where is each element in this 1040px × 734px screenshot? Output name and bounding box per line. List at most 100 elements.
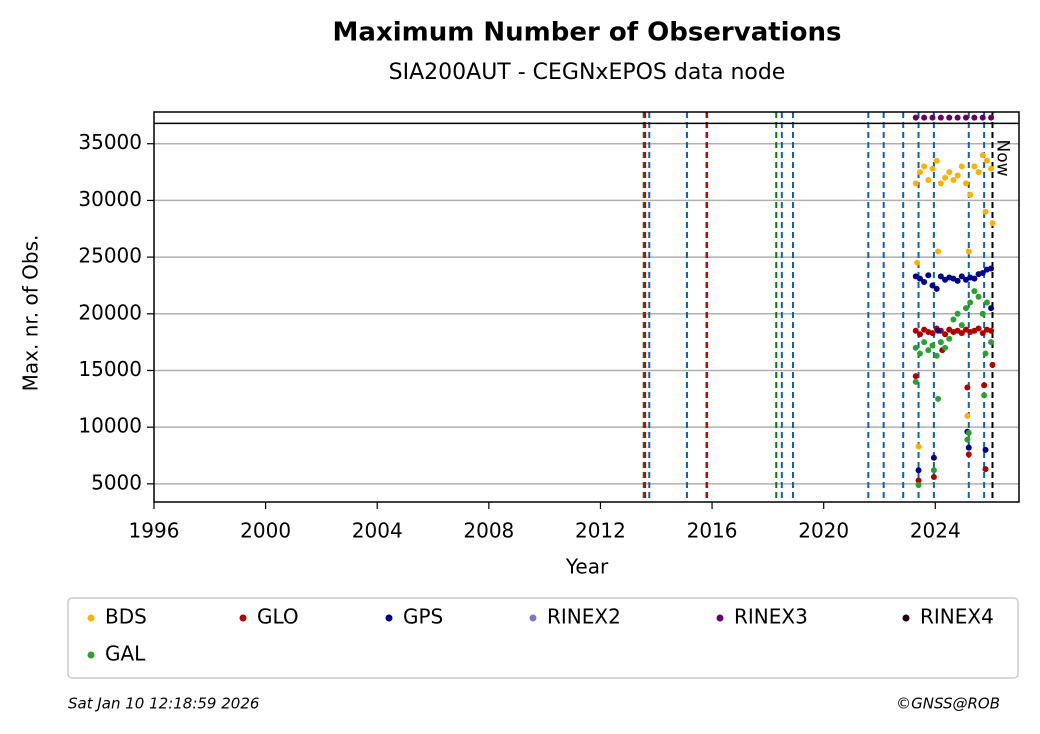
data-point: [983, 299, 990, 306]
data-point: [954, 114, 961, 121]
data-point: [912, 344, 919, 351]
y-tick-label: 5000: [91, 470, 142, 494]
legend-box: [67, 597, 1019, 679]
data-point: [937, 180, 944, 187]
data-point: [946, 335, 953, 342]
data-point: [967, 191, 974, 198]
data-point: [916, 275, 923, 282]
data-point: [964, 412, 971, 419]
legend-label: RINEX4: [920, 605, 994, 629]
data-point: [982, 350, 989, 357]
data-point: [965, 451, 972, 458]
data-point: [981, 392, 988, 399]
y-tick-label: 25000: [78, 244, 142, 268]
data-point: [929, 165, 936, 172]
data-point: [929, 330, 936, 337]
data-point: [915, 481, 922, 488]
data-point: [982, 208, 989, 215]
legend-marker: [239, 614, 247, 622]
y-tick-label: 15000: [78, 357, 142, 381]
data-point: [975, 293, 982, 300]
y-tick-label: 20000: [78, 300, 142, 324]
data-point: [982, 466, 989, 473]
x-tick-label: 2008: [463, 519, 514, 543]
data-point: [950, 177, 957, 184]
x-tick-label: 2012: [575, 519, 626, 543]
data-point: [979, 310, 986, 317]
data-point: [962, 305, 969, 312]
data-point: [964, 436, 971, 443]
data-point: [930, 467, 937, 474]
data-point: [912, 378, 919, 385]
data-point: [965, 429, 972, 436]
data-point: [954, 310, 961, 317]
legend-label: GLO: [257, 605, 299, 629]
data-point: [942, 331, 949, 338]
data-point: [912, 327, 919, 334]
data-point: [988, 265, 995, 272]
x-tick-label: 2024: [910, 519, 961, 543]
data-point: [971, 163, 978, 170]
footer-credit: ©GNSS@ROB: [896, 695, 1000, 713]
legend-label: GAL: [105, 642, 146, 666]
legend-marker: [87, 614, 95, 622]
legend-marker: [716, 614, 724, 622]
data-point: [989, 220, 996, 227]
x-tick-label: 1996: [129, 519, 180, 543]
data-point: [937, 114, 944, 121]
footer-date: Sat Jan 10 12:18:59 2026: [68, 695, 259, 713]
data-point: [933, 157, 940, 164]
x-tick-label: 2016: [687, 519, 738, 543]
data-point: [916, 169, 923, 176]
data-point: [979, 152, 986, 159]
data-point: [950, 316, 957, 323]
data-point: [988, 339, 995, 346]
y-tick-label: 30000: [78, 187, 142, 211]
data-point: [958, 273, 965, 280]
legend-marker: [529, 614, 537, 622]
data-point: [964, 384, 971, 391]
data-point: [975, 325, 982, 332]
data-point: [946, 114, 953, 121]
legend-label: RINEX2: [547, 605, 621, 629]
data-point: [967, 299, 974, 306]
data-point: [979, 330, 986, 337]
data-point: [988, 327, 995, 334]
data-point: [930, 474, 937, 481]
legend-marker: [87, 651, 95, 659]
data-point: [937, 273, 944, 280]
x-tick-label: 2020: [798, 519, 849, 543]
data-point: [982, 446, 989, 453]
data-point: [971, 275, 978, 282]
data-point: [935, 327, 942, 334]
data-point: [975, 169, 982, 176]
y-axis-label: Max. nr. of Obs.: [19, 235, 43, 392]
legend-marker: [385, 614, 393, 622]
data-point: [958, 330, 965, 337]
data-point: [935, 395, 942, 402]
now-label: Now: [992, 139, 1012, 176]
data-point: [921, 114, 928, 121]
x-axis-label: Year: [565, 555, 609, 579]
y-tick-label: 10000: [78, 414, 142, 438]
data-point: [981, 382, 988, 389]
data-point: [914, 259, 921, 266]
data-point: [933, 352, 940, 359]
data-point: [935, 248, 942, 255]
data-point: [965, 444, 972, 451]
data-point: [916, 331, 923, 338]
legend-label: BDS: [105, 605, 147, 629]
data-point: [988, 305, 995, 312]
x-tick-label: 2004: [352, 519, 403, 543]
data-point: [925, 347, 932, 354]
legend-label: RINEX3: [734, 605, 808, 629]
data-point: [958, 163, 965, 170]
data-point: [921, 279, 928, 286]
data-point: [988, 165, 995, 172]
data-point: [942, 344, 949, 351]
data-point: [915, 467, 922, 474]
plot-frame: [153, 111, 1020, 503]
data-point: [916, 350, 923, 357]
data-point: [912, 114, 919, 121]
